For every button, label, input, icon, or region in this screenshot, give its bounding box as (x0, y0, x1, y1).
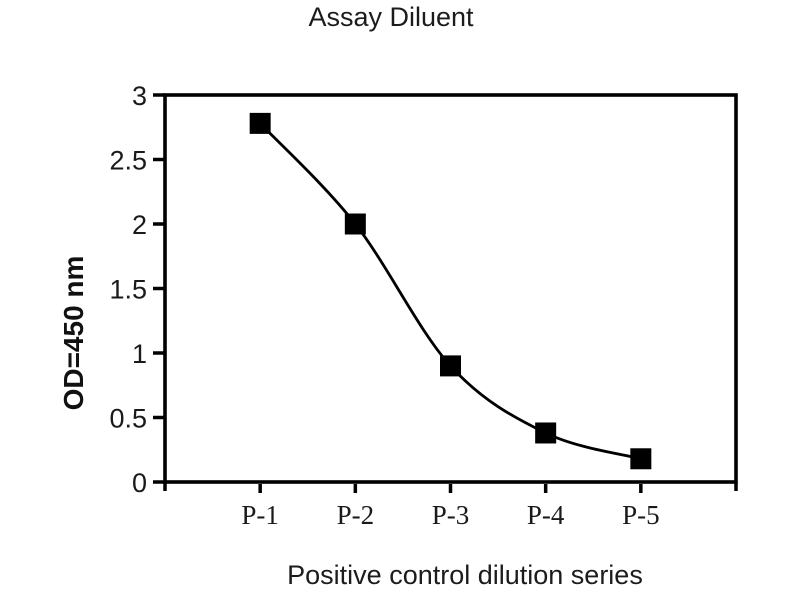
x-axis-title: Positive control dilution series (287, 560, 643, 590)
x-tick-label: P-3 (432, 500, 470, 530)
y-tick-label: 0 (132, 468, 147, 498)
y-tick-label: 2.5 (109, 146, 147, 176)
chart-title: Assay Diluent (308, 2, 474, 32)
y-tick-label: 3 (132, 81, 147, 111)
data-point-marker (535, 422, 557, 444)
x-tick-label: P-1 (241, 500, 279, 530)
y-tick-label: 2 (132, 210, 147, 240)
x-tick-label: P-4 (527, 500, 565, 530)
x-tick-label: P-5 (622, 500, 660, 530)
data-point-marker (344, 213, 366, 235)
y-tick-label: 1.5 (109, 275, 147, 305)
y-tick-label: 0.5 (109, 404, 147, 434)
y-tick-label: 1 (132, 339, 147, 369)
data-point-marker (249, 112, 271, 134)
plot-frame (163, 93, 738, 484)
x-tick-label: P-2 (337, 500, 375, 530)
data-point-marker (630, 448, 652, 470)
data-point-marker (440, 355, 461, 377)
series-line (259, 122, 642, 461)
